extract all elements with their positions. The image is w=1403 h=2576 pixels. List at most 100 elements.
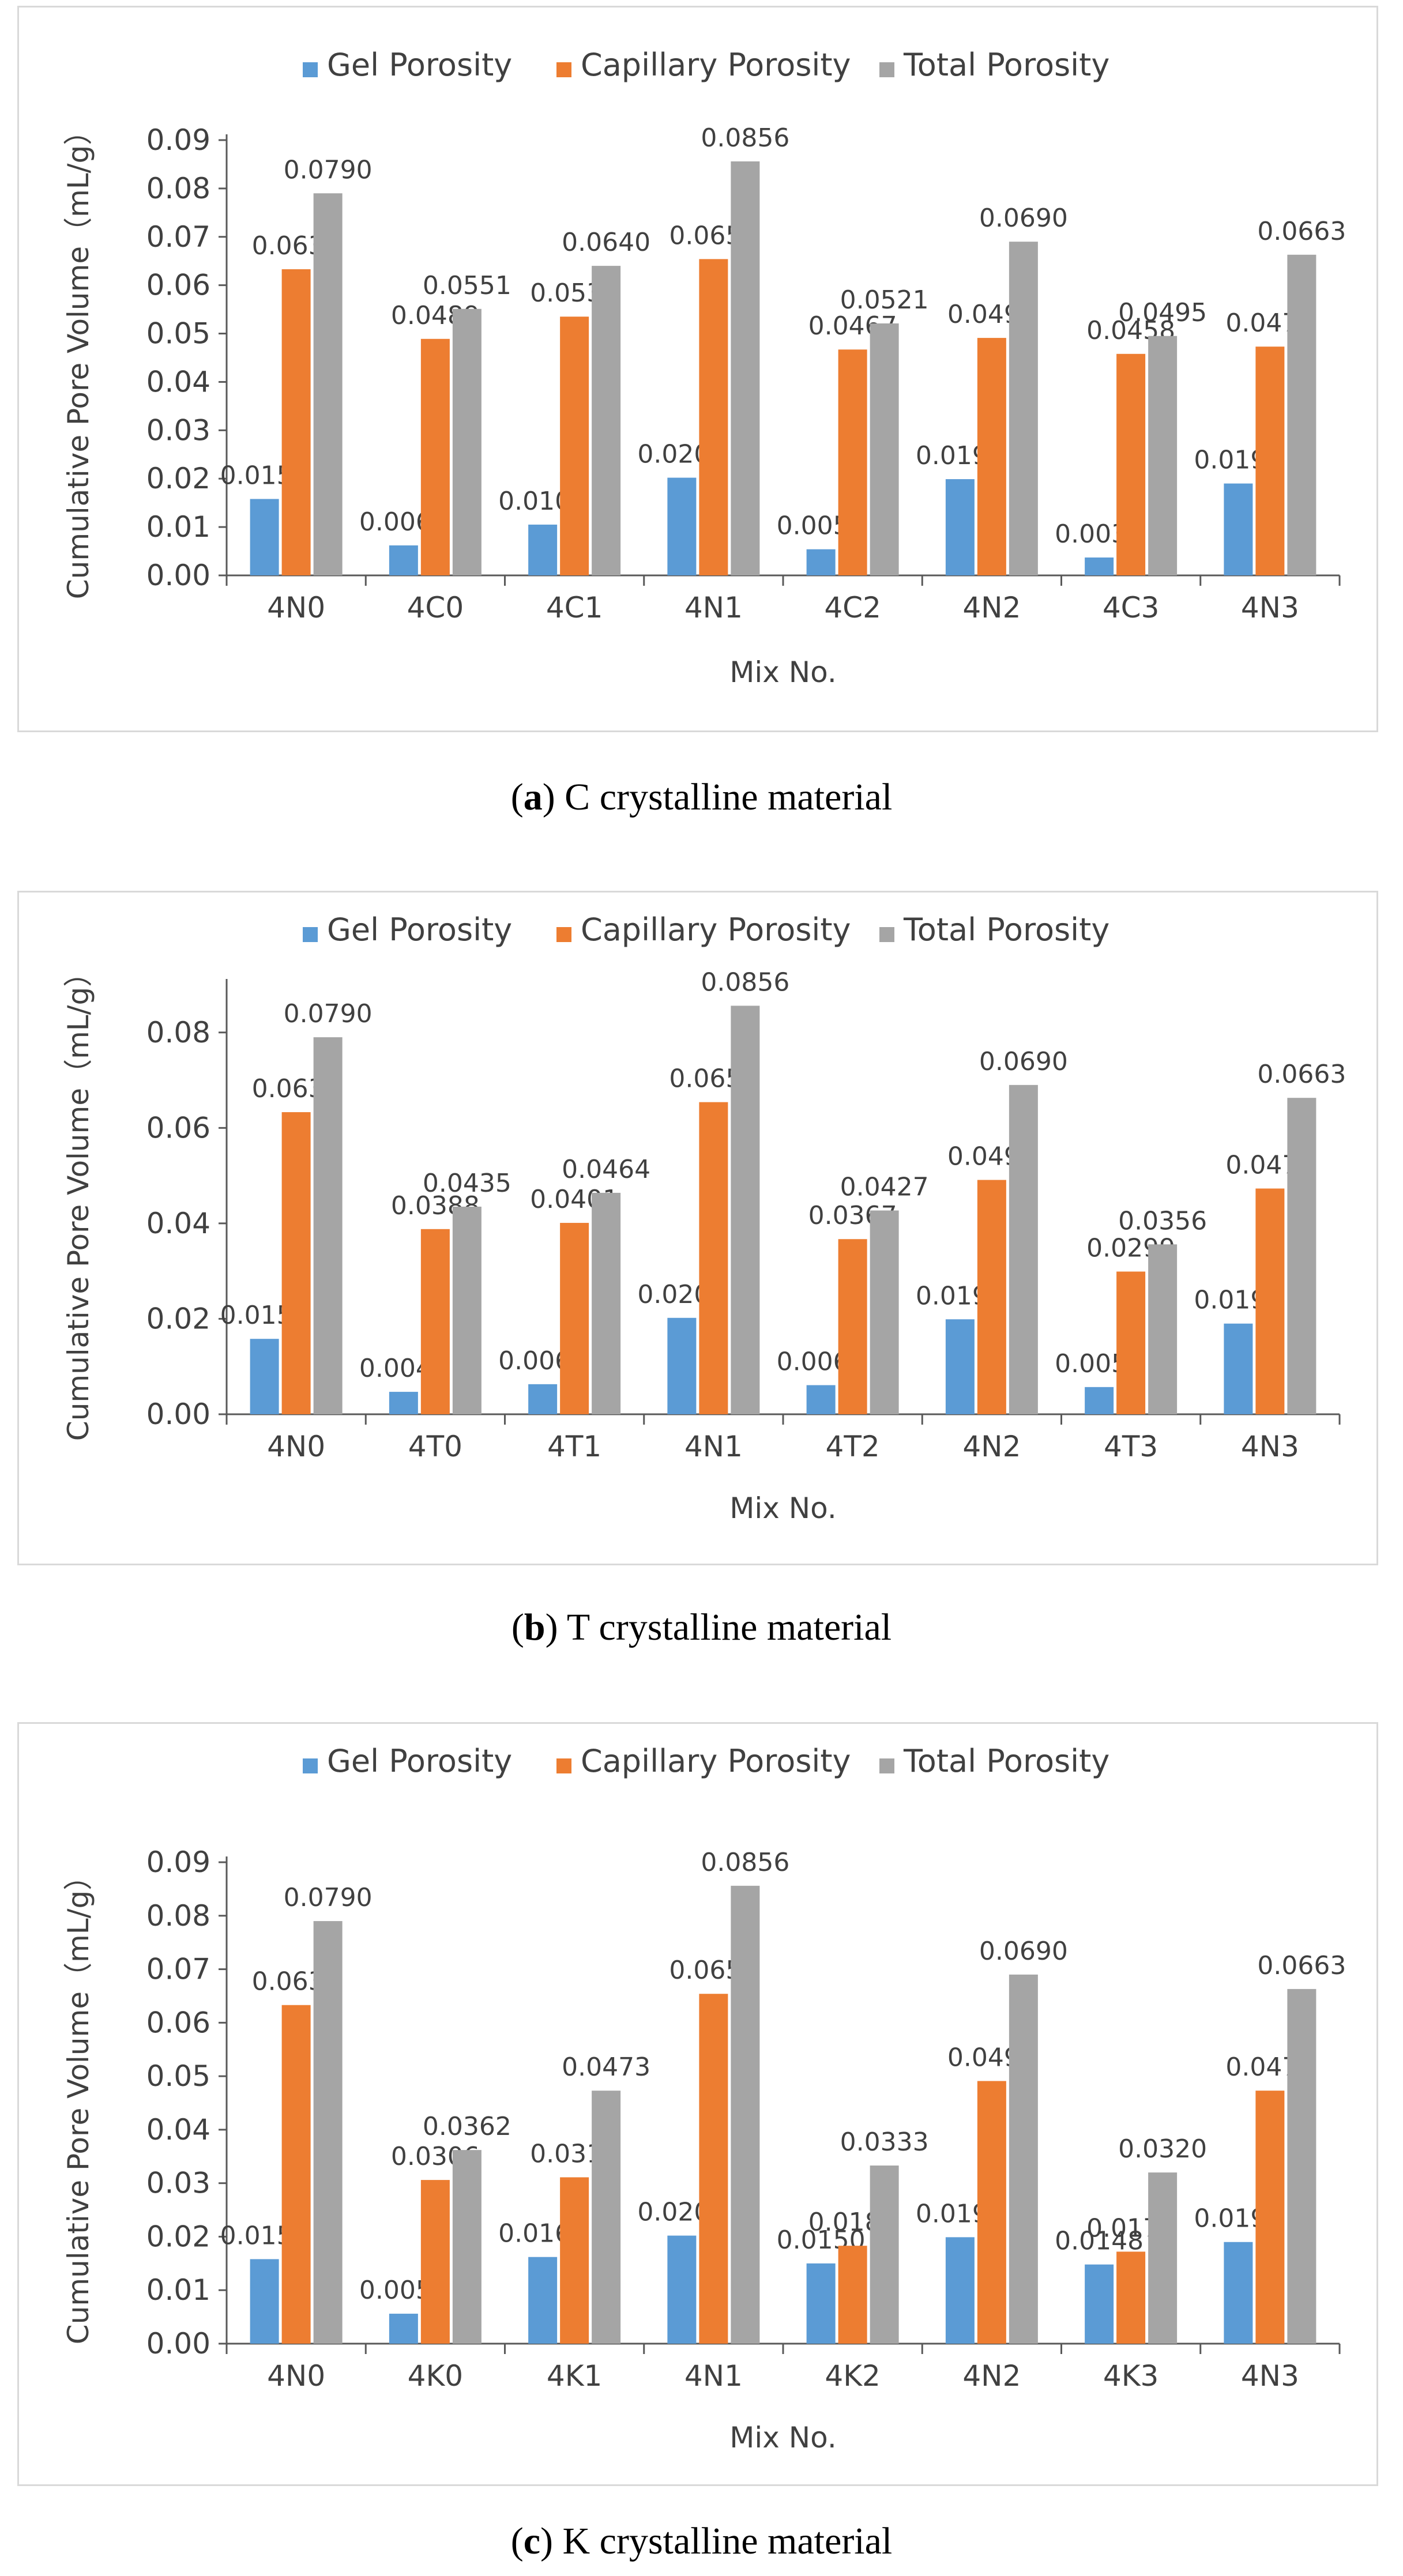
bar-gel — [1085, 1387, 1114, 1414]
data-label-total: 0.0663 — [1257, 1060, 1346, 1089]
y-tick-label: 0.07 — [146, 220, 210, 254]
bar-gel — [250, 1339, 279, 1414]
x-tick-label: 4N2 — [962, 591, 1021, 624]
data-label-total: 0.0790 — [284, 999, 373, 1029]
data-label-total: 0.0856 — [701, 123, 789, 153]
legend-label-total: Total Porosity — [903, 1743, 1109, 1779]
bar-total — [1009, 1974, 1038, 2344]
bar-capillary — [1255, 1188, 1285, 1414]
x-axis-title: Mix No. — [729, 1492, 837, 1525]
y-tick-label: 0.03 — [146, 2167, 210, 2200]
data-label-total: 0.0495 — [1118, 298, 1207, 327]
bar-capillary — [1255, 347, 1285, 575]
bar-capillary — [281, 2005, 311, 2344]
x-tick-label: 4C0 — [407, 591, 464, 624]
bar-total — [870, 2166, 899, 2344]
y-tick-label: 0.00 — [146, 2327, 210, 2360]
x-axis-title: Mix No. — [729, 2421, 837, 2454]
bar-total — [1009, 242, 1038, 576]
bar-capillary — [1116, 2251, 1146, 2344]
y-tick-label: 0.00 — [146, 1398, 210, 1431]
caption-a-letter: a — [523, 776, 543, 818]
x-tick-label: 4N3 — [1241, 1430, 1299, 1463]
x-tick-label: 4T0 — [408, 1430, 462, 1463]
bar-gel — [250, 499, 279, 575]
y-tick-label: 0.09 — [146, 123, 210, 157]
bar-total — [452, 1206, 482, 1414]
x-tick-label: 4C1 — [546, 591, 603, 624]
bar-total — [452, 2150, 482, 2344]
bar-gel — [250, 2259, 279, 2344]
y-tick-label: 0.08 — [146, 1899, 210, 1933]
y-tick-label: 0.08 — [146, 172, 210, 205]
bar-capillary — [281, 269, 311, 575]
y-tick-label: 0.02 — [146, 2220, 210, 2253]
bar-capillary — [838, 1239, 867, 1414]
data-label-total: 0.0427 — [840, 1173, 929, 1202]
bar-capillary — [420, 2180, 450, 2344]
x-tick-label: 4N1 — [684, 2359, 743, 2393]
bar-capillary — [1116, 353, 1146, 575]
bar-capillary — [838, 2246, 867, 2344]
bar-total — [1148, 336, 1178, 575]
legend-label-total: Total Porosity — [903, 47, 1109, 83]
bar-capillary — [977, 338, 1006, 575]
data-label-gel: 0.0148 — [1055, 2227, 1144, 2256]
legend-swatch-gel — [303, 62, 318, 77]
bar-total — [731, 1005, 760, 1414]
bar-total — [870, 323, 899, 575]
data-label-total: 0.0790 — [284, 1883, 373, 1912]
data-label-total: 0.0690 — [979, 1047, 1068, 1076]
data-label-total: 0.0690 — [979, 1937, 1068, 1966]
y-tick-label: 0.09 — [146, 1846, 210, 1879]
legend-label-capillary: Capillary Porosity — [581, 912, 851, 948]
y-tick-label: 0.06 — [146, 2006, 210, 2039]
bar-capillary — [1255, 2091, 1285, 2344]
x-tick-label: 4K1 — [547, 2359, 602, 2393]
bar-capillary — [560, 2177, 589, 2344]
y-tick-label: 0.00 — [146, 559, 210, 592]
bar-gel — [806, 549, 836, 575]
y-tick-label: 0.02 — [146, 1302, 210, 1335]
caption-a: (a) C crystalline material — [510, 776, 893, 818]
bar-gel — [528, 2257, 558, 2344]
caption-c-text: K crystalline material — [553, 2520, 893, 2562]
caption-c-letter: c — [523, 2520, 541, 2562]
data-label-total: 0.0521 — [840, 285, 929, 315]
bar-gel — [806, 1385, 836, 1414]
y-tick-label: 0.07 — [146, 1953, 210, 1986]
bar-total — [1009, 1084, 1038, 1414]
y-tick-label: 0.05 — [146, 317, 210, 351]
bar-total — [592, 266, 621, 576]
data-label-total: 0.0435 — [423, 1169, 511, 1198]
chart-a-svg: 0.00 0.01 0.02 0.03 0.04 0.05 0.06 0.07 0.08 0.09… — [62, 47, 1346, 689]
y-axis-title: Cumulative Pore Volume（mL/g） — [62, 116, 95, 599]
legend-swatch-capillary — [556, 1758, 571, 1773]
bar-capillary — [699, 1102, 728, 1414]
y-tick-label: 0.01 — [146, 510, 210, 544]
x-axis-title: Mix No. — [729, 656, 837, 689]
x-tick-label: 4N2 — [962, 1430, 1021, 1463]
bar-capillary — [699, 259, 728, 575]
y-tick-label: 0.05 — [146, 2059, 210, 2093]
legend-swatch-gel — [303, 1758, 318, 1773]
x-tick-label: 4N3 — [1241, 2359, 1299, 2393]
data-label-total: 0.0362 — [423, 2112, 511, 2141]
chart-panel-a: 0.00 0.01 0.02 0.03 0.04 0.05 0.06 0.07 0.08 0.09… — [17, 6, 1378, 732]
bar-gel — [1224, 1323, 1253, 1414]
bar-total — [1287, 254, 1317, 576]
bar-capillary — [977, 2081, 1006, 2344]
data-label-total: 0.0464 — [562, 1155, 650, 1184]
bar-gel — [528, 524, 558, 575]
data-label-total: 0.0790 — [284, 155, 373, 184]
legend-swatch-total — [879, 62, 894, 77]
bar-gel — [528, 1384, 558, 1414]
data-label-total: 0.0856 — [701, 1848, 789, 1877]
bar-gel — [667, 2235, 697, 2344]
x-tick-label: 4C3 — [1103, 591, 1160, 624]
y-tick-label: 0.04 — [146, 1207, 210, 1240]
bar-total — [313, 193, 343, 575]
y-tick-label: 0.02 — [146, 462, 210, 495]
caption-b: (b) T crystalline material — [511, 1606, 892, 1648]
data-label-total: 0.0640 — [562, 228, 650, 257]
